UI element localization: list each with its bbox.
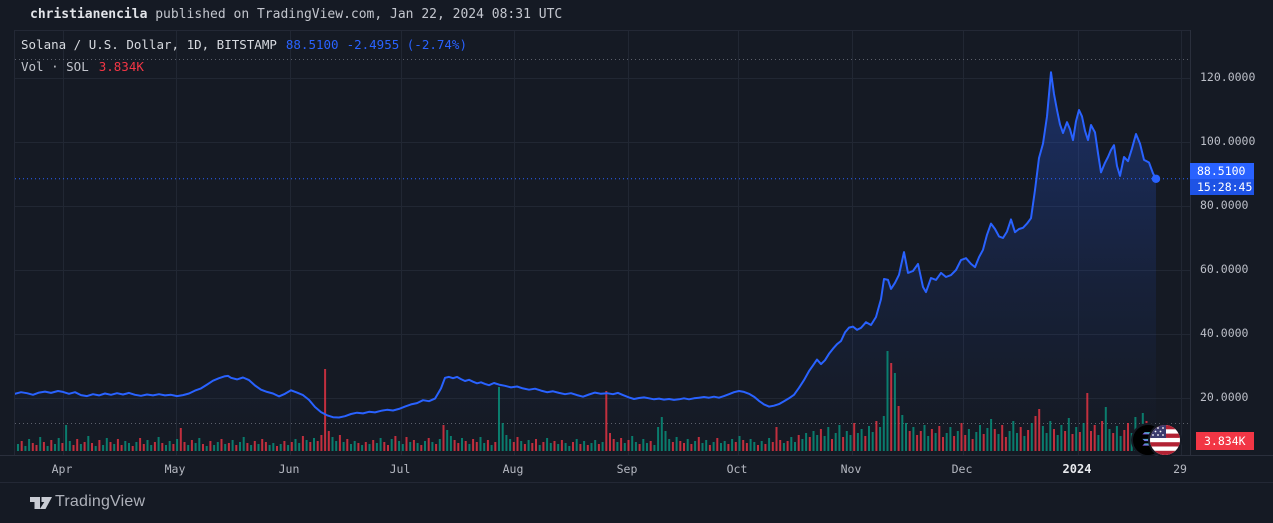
time-tick-label: Jul [389, 462, 411, 476]
chart-pane[interactable] [14, 30, 1191, 456]
time-tick-label: 29 [1173, 462, 1187, 476]
usd-flag-icon [1148, 423, 1182, 457]
symbol-legend: Solana / U.S. Dollar, 1D, BITSTAMP 88.510… [21, 37, 467, 52]
time-tick-label: Aug [502, 462, 524, 476]
price-tick-label: 120.0000 [1200, 70, 1256, 84]
symbol-title: Solana / U.S. Dollar, 1D, BITSTAMP [21, 37, 277, 52]
volume-label: Vol · SOL [21, 59, 89, 74]
time-tick-label: May [164, 462, 186, 476]
time-tick-label: Sep [616, 462, 638, 476]
publish-info-rest: published on TradingView.com, Jan 22, 20… [147, 7, 563, 22]
publisher-username: christianencila [30, 7, 148, 22]
legend-last-price: 88.5100 [285, 37, 339, 52]
volume-bars [17, 351, 1155, 451]
time-tick-label: Apr [51, 462, 73, 476]
time-tick-label: Nov [840, 462, 862, 476]
price-tick-label: 60.0000 [1200, 262, 1249, 276]
publish-info: christianencila published on TradingView… [30, 7, 562, 22]
price-tick-label: 40.0000 [1200, 326, 1249, 340]
volume-legend: Vol · SOL 3.834K [21, 59, 144, 74]
last-price-dot [1151, 174, 1161, 183]
instrument-logos [1131, 423, 1183, 457]
tradingview-logo-icon [30, 497, 52, 509]
tradingview-brand: TradingView [55, 493, 146, 510]
legend-change: -2.4955 (-2.74%) [346, 37, 467, 52]
time-axis[interactable]: Apr May Jun Jul Aug Sep Oct Nov Dec 2024 29 [0, 455, 1273, 483]
current-price-badge: 88.5100 15:28:45 [1190, 163, 1254, 195]
time-tick-label: Jun [278, 462, 300, 476]
price-tick-label: 80.0000 [1200, 198, 1249, 212]
time-tick-label: Oct [726, 462, 748, 476]
bar-countdown: 15:28:45 [1190, 179, 1254, 195]
current-volume-badge: 3.834K [1196, 432, 1254, 450]
volume-value: 3.834K [98, 59, 144, 74]
current-price-value: 88.5100 [1190, 163, 1254, 179]
price-tick-label: 100.0000 [1200, 134, 1256, 148]
snapshot-footer: TradingView [0, 482, 1273, 523]
snapshot-header: christianencila published on TradingView… [0, 0, 1273, 30]
price-axis[interactable]: 120.0000 100.0000 80.0000 60.0000 40.0000 20.… [1190, 30, 1273, 455]
chart-svg[interactable] [15, 31, 1191, 456]
price-area-fill [15, 72, 1156, 451]
price-line [15, 71, 1157, 419]
price-tick-label: 20.0000 [1200, 390, 1249, 404]
time-tick-label: 2024 [1062, 462, 1092, 476]
time-tick-label: Dec [951, 462, 973, 476]
